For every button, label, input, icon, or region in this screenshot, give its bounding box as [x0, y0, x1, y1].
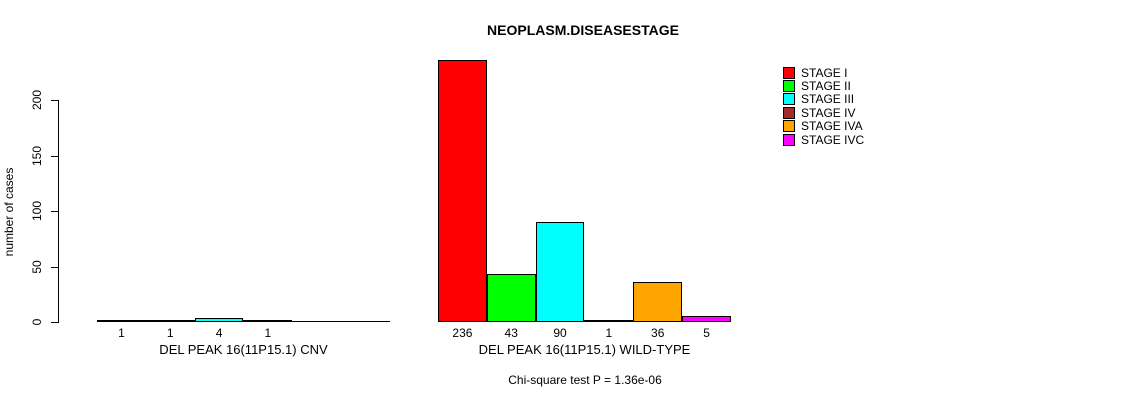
- legend-item: STAGE I: [783, 65, 848, 80]
- legend-item: STAGE II: [783, 78, 851, 93]
- bar-value-label: 236: [452, 326, 473, 340]
- legend-label: STAGE I: [801, 65, 848, 80]
- bar-g2-s3: [535, 222, 585, 322]
- y-tick-mark: [51, 100, 58, 101]
- legend-item: STAGE III: [783, 92, 855, 107]
- legend-label: STAGE IVA: [801, 119, 863, 134]
- y-tick-mark: [51, 322, 58, 323]
- y-tick-label: 200: [30, 89, 44, 111]
- bar-value-label: 1: [118, 326, 125, 340]
- y-tick-label: 50: [30, 259, 44, 274]
- y-axis-line: [58, 100, 59, 323]
- bar-value-label: 5: [703, 326, 710, 340]
- bar-value-label: 43: [504, 326, 518, 340]
- bar-value-label: 36: [651, 326, 665, 340]
- legend-item: STAGE IV: [783, 105, 856, 120]
- bar-g2-s2: [486, 274, 536, 322]
- legend-swatch: [783, 133, 795, 146]
- y-tick-label: 0: [30, 318, 44, 326]
- bar-value-label: 1: [166, 326, 174, 340]
- legend-swatch: [783, 120, 795, 133]
- y-tick-mark: [51, 211, 58, 212]
- bar-g1-s1: [97, 320, 146, 322]
- y-axis-label: number of cases: [2, 167, 16, 257]
- bar-g2-s5: [633, 282, 683, 322]
- legend-swatch: [783, 66, 795, 79]
- bar-g2-s4: [584, 320, 634, 322]
- legend-swatch: [783, 106, 795, 119]
- group-label: DEL PEAK 16(11P15.1) CNV: [159, 342, 328, 357]
- bar-g2-s1: [438, 60, 487, 322]
- chart-title: NEOPLASM.DISEASESTAGE: [487, 22, 679, 38]
- legend-swatch: [783, 79, 795, 92]
- bar-g1-s5: [292, 321, 342, 322]
- legend-item: STAGE IVA: [783, 119, 863, 134]
- bar-g1-s6: [341, 321, 390, 322]
- bar-g1-s2: [145, 320, 195, 322]
- y-tick-mark: [51, 266, 58, 268]
- chi-square-annotation: Chi-square test P = 1.36e-06: [508, 373, 662, 387]
- legend-label: STAGE IV: [801, 105, 856, 120]
- bar-g1-s4: [243, 320, 293, 322]
- legend-label: STAGE II: [801, 78, 851, 93]
- bar-value-label: 90: [553, 326, 567, 340]
- bar-value-label: 1: [605, 326, 613, 340]
- legend-label: STAGE III: [801, 92, 855, 107]
- legend-item: STAGE IVC: [783, 132, 865, 147]
- bar-g2-s6: [682, 316, 731, 322]
- bar-value-label: 4: [215, 326, 223, 340]
- bar-g1-s3: [194, 318, 244, 322]
- legend-label: STAGE IVC: [801, 132, 865, 147]
- y-tick-mark: [51, 155, 58, 157]
- group-label: DEL PEAK 16(11P15.1) WILD-TYPE: [478, 342, 691, 357]
- y-tick-label: 100: [30, 200, 44, 222]
- bar-value-label: 1: [264, 326, 272, 340]
- legend-swatch: [783, 93, 795, 106]
- y-tick-label: 150: [30, 145, 44, 166]
